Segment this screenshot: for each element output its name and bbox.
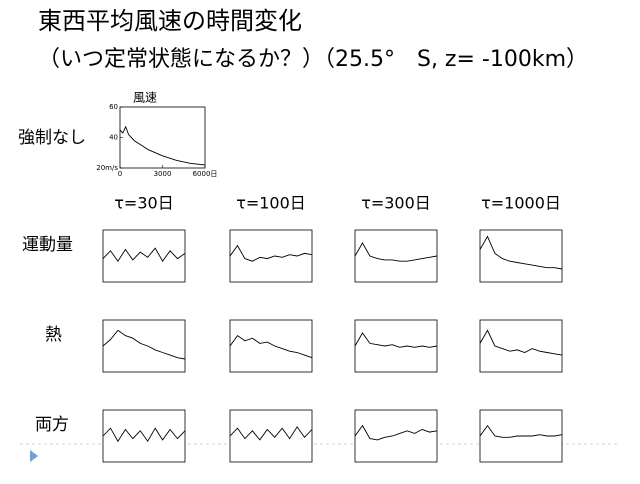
panel-frame	[119, 106, 206, 169]
y-tick-label: 20m/s	[96, 164, 118, 172]
line	[354, 242, 438, 262]
line	[229, 334, 313, 359]
line	[119, 125, 206, 166]
column-label: τ=1000日	[481, 194, 561, 213]
panel-frame	[229, 409, 313, 463]
panel-frame	[229, 319, 313, 373]
line	[354, 332, 438, 348]
line	[102, 427, 186, 443]
y-tick-label: 40	[109, 134, 118, 142]
panel-frame	[479, 319, 563, 373]
x-tick-label: 3000	[154, 170, 172, 178]
column-label: τ=300日	[361, 194, 431, 213]
line	[102, 247, 186, 263]
column-label: τ=30日	[114, 194, 173, 213]
line	[229, 244, 313, 262]
row-label: 運動量	[22, 235, 73, 255]
y-tick-label: 60	[109, 103, 118, 111]
panel-frame	[354, 229, 438, 283]
panel-frame	[229, 229, 313, 283]
panel-frame	[354, 409, 438, 463]
title-line: （いつ定常状態になるか？）（25.5° S, z= -100km）	[38, 47, 588, 72]
row-label: 強制なし	[18, 128, 86, 148]
line	[102, 329, 186, 360]
column-label: τ=100日	[236, 194, 306, 213]
line	[354, 424, 438, 441]
line	[479, 424, 563, 438]
x-tick-label: 0	[118, 170, 122, 178]
panel-frame	[102, 229, 186, 283]
panel-title: 風速	[133, 91, 157, 105]
row-label: 熱	[45, 325, 62, 345]
title-line: 東西平均風速の時間変化	[38, 7, 302, 35]
line	[229, 426, 313, 441]
panel-frame	[102, 319, 186, 373]
panel-frame	[479, 229, 563, 283]
x-tick-label: 6000日	[193, 170, 218, 178]
line	[479, 235, 563, 270]
row-label: 両方	[35, 415, 69, 435]
bullet	[30, 450, 38, 462]
line	[479, 329, 563, 356]
